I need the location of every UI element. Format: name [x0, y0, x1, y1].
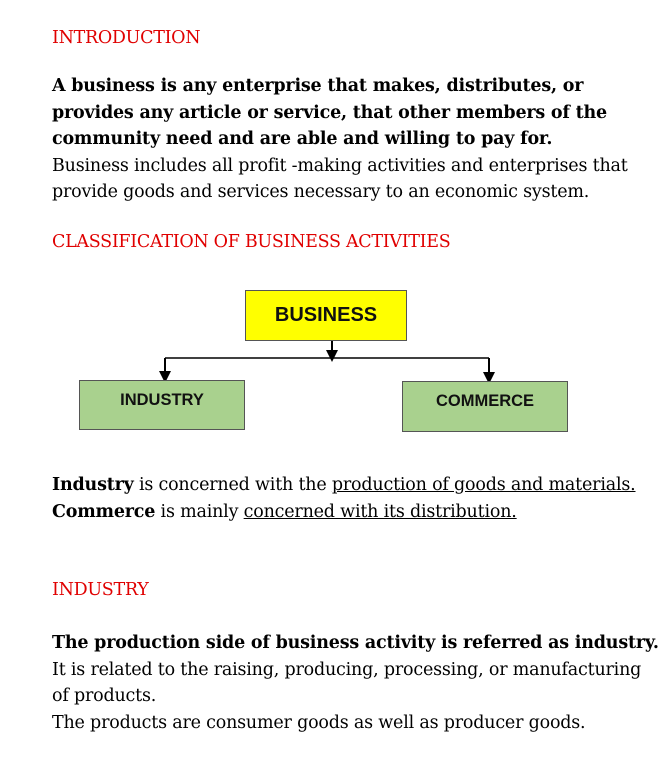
classification-diagram: BUSINESS INDUSTRY COMMERCE [79, 290, 568, 432]
business-definition: A business is any enterprise that makes,… [52, 76, 607, 149]
business-box: BUSINESS [245, 290, 407, 341]
heading-introduction: INTRODUCTION [52, 28, 201, 48]
industry-line-1: It is related to the raising, producing,… [52, 659, 642, 707]
commerce-underlined: concerned with its distribution. [243, 501, 517, 522]
industry-underlined: production of goods and materials. [331, 475, 636, 495]
heading-classification: CLASSIFICATION OF BUSINESS ACTIVITIES [52, 232, 451, 252]
heading-industry: INDUSTRY [52, 580, 149, 600]
industry-text: is concerned with the [133, 475, 332, 495]
intro-paragraph: A business is any enterprise that makes,… [52, 73, 662, 206]
industry-line: Industry is concerned with the productio… [52, 472, 662, 499]
industry-definition: The production side of business activity… [52, 633, 659, 653]
commerce-text: is mainly [155, 501, 244, 522]
industry-line-2: The products are consumer goods as well … [52, 712, 586, 733]
classification-paragraph: Industry is concerned with the productio… [52, 472, 662, 525]
commerce-term: Commerce [52, 501, 156, 522]
industry-term: Industry [52, 475, 134, 495]
industry-paragraph: The production side of business activity… [52, 630, 662, 736]
business-description: Business includes all profit -making act… [52, 155, 628, 203]
diagram-connectors [159, 341, 495, 384]
industry-box: INDUSTRY [79, 380, 245, 430]
commerce-line: Commerce is mainly concerned with its di… [52, 499, 662, 526]
commerce-box: COMMERCE [402, 381, 568, 432]
